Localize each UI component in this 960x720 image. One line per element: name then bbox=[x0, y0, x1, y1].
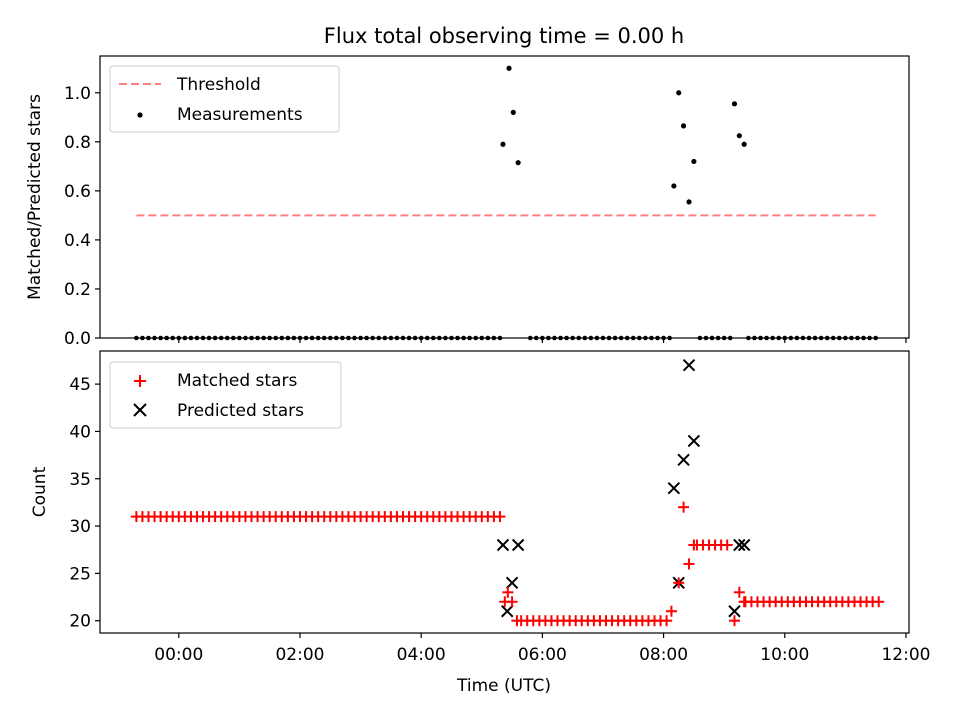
measurement-point bbox=[506, 65, 512, 71]
matched-star-marker bbox=[688, 539, 700, 551]
matched-star-marker bbox=[665, 605, 677, 617]
legend-predicted-swatch bbox=[133, 403, 147, 417]
top-y-tick-label: 0.0 bbox=[64, 329, 91, 349]
predicted-star-marker bbox=[501, 605, 514, 618]
matched-star-marker bbox=[728, 615, 740, 627]
predicted-star-marker bbox=[667, 482, 681, 495]
predicted-star-marker bbox=[737, 538, 751, 552]
measurement-point bbox=[671, 183, 677, 189]
x-tick-label: 02:00 bbox=[275, 645, 324, 665]
legend-measurements-swatch bbox=[137, 112, 143, 118]
matched-star-marker bbox=[721, 539, 733, 551]
bottom-legend-frame bbox=[109, 361, 342, 429]
legend-matched-swatch bbox=[134, 375, 146, 387]
top-y-tick-label: 0.8 bbox=[64, 133, 91, 153]
x-tick-label: 00:00 bbox=[154, 645, 203, 665]
x-axis-label: Time (UTC) bbox=[456, 676, 551, 696]
bottom-y-axis-label: Count bbox=[30, 466, 50, 517]
predicted-star-marker bbox=[496, 538, 510, 552]
chart-title: Flux total observing time = 0.00 h bbox=[324, 24, 684, 48]
matched-star-marker bbox=[673, 577, 685, 589]
x-tick-label: 04:00 bbox=[397, 645, 446, 665]
bottom-legend: Matched stars Predicted stars bbox=[109, 361, 342, 429]
matched-star-marker bbox=[683, 558, 695, 570]
top-legend-frame bbox=[109, 65, 340, 133]
matched-star-marker bbox=[494, 511, 506, 523]
top-data-layer bbox=[134, 65, 878, 341]
predicted-star-marker bbox=[733, 538, 746, 552]
legend-threshold-label: Threshold bbox=[176, 75, 261, 95]
predicted-star-marker bbox=[728, 605, 741, 618]
x-tick-label: 12:00 bbox=[881, 645, 930, 665]
predicted-star-marker bbox=[687, 434, 701, 448]
top-panel: 0.0 0.2 0.4 0.6 0.8 1.0 Matched/Predicted sta… bbox=[25, 55, 910, 349]
bottom-plot-frame bbox=[99, 350, 910, 634]
measurement-point bbox=[676, 90, 682, 96]
bottom-x-ticks: 00:00 02:00 04:00 06:00 08:00 10:00 12:00 bbox=[154, 633, 930, 665]
top-plot-frame bbox=[99, 55, 910, 339]
bottom-data-layer bbox=[130, 358, 885, 627]
bottom-y-tick-label: 30 bbox=[69, 517, 91, 537]
top-y-ticks: 0.0 0.2 0.4 0.6 0.8 1.0 bbox=[64, 84, 100, 349]
matched-star-marker bbox=[661, 615, 673, 627]
bottom-panel: 20 25 30 35 40 45 00:00 02:00 04:00 06:00 08:00 10… bbox=[30, 350, 930, 696]
measurement-point bbox=[691, 158, 697, 165]
matched-star-marker bbox=[502, 586, 514, 598]
matched-star-marker bbox=[506, 596, 518, 608]
top-y-tick-label: 0.2 bbox=[64, 280, 91, 300]
measurement-point bbox=[680, 123, 687, 129]
measurement-point bbox=[510, 109, 516, 115]
top-x-ticks bbox=[178, 338, 907, 343]
predicted-star-marker bbox=[682, 358, 696, 372]
bottom-y-ticks: 20 25 30 35 40 45 bbox=[69, 375, 100, 632]
measurement-point bbox=[731, 101, 738, 107]
top-y-tick-label: 0.6 bbox=[64, 182, 91, 202]
measurement-point bbox=[686, 199, 692, 205]
legend-matched-label: Matched stars bbox=[177, 371, 297, 391]
top-y-tick-label: 1.0 bbox=[64, 84, 91, 104]
bottom-y-tick-label: 35 bbox=[69, 470, 91, 490]
x-tick-label: 10:00 bbox=[760, 645, 809, 665]
matched-star-marker bbox=[738, 596, 750, 608]
bottom-y-tick-label: 20 bbox=[69, 612, 91, 632]
measurement-point bbox=[500, 141, 506, 147]
measurement-point bbox=[741, 141, 747, 147]
predicted-star-marker bbox=[511, 538, 525, 552]
top-legend: Threshold Measurements bbox=[109, 65, 340, 133]
bottom-y-tick-label: 45 bbox=[69, 375, 91, 395]
top-y-tick-label: 0.4 bbox=[64, 231, 91, 251]
measurement-point bbox=[515, 160, 521, 166]
legend-predicted-label: Predicted stars bbox=[177, 401, 304, 421]
matched-star-marker bbox=[873, 596, 885, 608]
predicted-star-marker bbox=[677, 453, 690, 467]
bottom-y-tick-label: 25 bbox=[69, 564, 91, 584]
bottom-y-tick-label: 40 bbox=[69, 422, 91, 442]
top-y-axis-label: Matched/Predicted stars bbox=[25, 94, 45, 300]
matched-star-marker bbox=[511, 615, 523, 627]
x-tick-label: 08:00 bbox=[639, 645, 688, 665]
measurement-point bbox=[736, 133, 742, 139]
legend-measurements-label: Measurements bbox=[177, 105, 303, 125]
x-tick-label: 06:00 bbox=[518, 645, 567, 665]
matched-star-marker bbox=[733, 586, 745, 598]
predicted-star-marker bbox=[505, 576, 519, 590]
matched-star-marker bbox=[678, 501, 690, 513]
